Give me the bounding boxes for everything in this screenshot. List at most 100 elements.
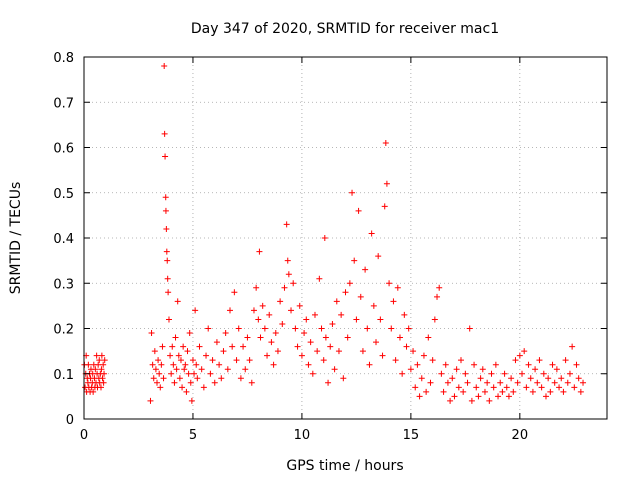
data-point [556,384,563,391]
data-point [191,370,198,377]
data-point [171,379,178,386]
data-point [216,361,223,368]
data-point [519,370,526,377]
data-point [248,379,255,386]
data-point [294,343,301,350]
data-point [309,370,316,377]
data-point [355,207,362,214]
data-point [471,361,478,368]
data-point [366,361,373,368]
data-point [490,384,497,391]
data-point [151,348,158,355]
x-axis-ticks: 0 5 10 15 20 [80,57,528,443]
data-point [188,397,195,404]
data-point [357,293,364,300]
data-point [573,361,580,368]
data-point [505,393,512,400]
y-axis-ticks: 0 0.1 0.2 0.3 0.4 0.5 0.6 0.7 0.8 [53,51,607,428]
data-point [218,375,225,382]
data-point [532,366,539,373]
data-point [412,384,419,391]
data-point [198,366,205,373]
data-point [186,330,193,337]
data-point [96,357,103,364]
x-tick-label: 0 [80,428,88,443]
data-point [425,334,432,341]
data-point [407,366,414,373]
data-point [279,320,286,327]
data-point [338,311,345,318]
data-point [512,357,519,364]
data-point [516,352,523,359]
data-point [318,325,325,332]
data-point [193,361,200,368]
data-point [368,230,375,237]
data-point [342,289,349,296]
data-point [176,375,183,382]
data-point [288,307,295,314]
data-point [244,334,251,341]
data-point [147,397,154,404]
data-point [420,352,427,359]
data-point [381,203,388,210]
data-point [272,330,279,337]
data-point [455,384,462,391]
data-point [101,370,108,377]
data-point [157,384,164,391]
grid-lines [84,57,607,419]
data-point [182,361,189,368]
data-point [220,348,227,355]
data-point [161,130,168,137]
data-point [85,361,92,368]
y-tick-label: 0 [66,413,74,428]
data-point [460,388,467,395]
data-point [163,225,170,232]
data-point [566,370,573,377]
data-point [451,393,458,400]
data-point [284,257,291,264]
data-point [534,379,541,386]
data-point [148,330,155,337]
data-point [392,357,399,364]
data-point [180,343,187,350]
data-point [222,330,229,337]
data-point [98,352,105,359]
data-point [399,370,406,377]
data-point [189,357,196,364]
data-point [227,307,234,314]
data-point [553,366,560,373]
data-point [560,388,567,395]
data-point [159,343,166,350]
data-point [250,307,257,314]
data-point [349,189,356,196]
data-point [168,370,175,377]
data-point [351,257,358,264]
data-point [549,361,556,368]
data-point [285,271,292,278]
data-point [481,388,488,395]
y-axis-label: SRMTID / TECUs [8,182,24,295]
data-point [177,357,184,364]
data-point [158,361,165,368]
data-points [81,63,587,404]
data-point [281,284,288,291]
data-point [438,370,445,377]
data-point [477,375,484,382]
data-point [231,289,238,296]
data-point [429,357,436,364]
data-point [484,379,491,386]
data-point [466,325,473,332]
data-point [486,397,493,404]
data-point [329,320,336,327]
data-point [192,307,199,314]
data-point [362,266,369,273]
data-point [259,302,266,309]
data-point [253,284,260,291]
data-point [390,298,397,305]
x-tick-label: 10 [294,428,311,443]
data-point [508,375,515,382]
data-point [364,325,371,332]
data-point [423,388,430,395]
data-point [396,334,403,341]
data-point [551,379,558,386]
